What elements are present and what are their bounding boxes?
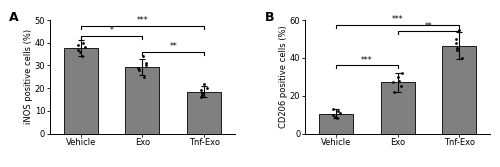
- Point: [333, 117, 341, 120]
- Bar: [319, 114, 353, 134]
- Point: [456, 28, 464, 31]
- Text: **: **: [424, 22, 432, 31]
- Point: [396, 85, 404, 88]
- Point: [134, 69, 142, 71]
- Point: [334, 110, 342, 112]
- Point: [140, 75, 148, 78]
- Text: *: *: [110, 26, 114, 35]
- Point: [452, 38, 460, 40]
- Text: ***: ***: [361, 56, 372, 65]
- Point: [329, 113, 337, 116]
- Point: [74, 48, 82, 51]
- Text: A: A: [10, 11, 19, 24]
- Bar: [187, 92, 221, 134]
- Point: [198, 94, 206, 96]
- Point: [458, 57, 466, 59]
- Point: [198, 96, 205, 99]
- Text: **: **: [170, 42, 177, 51]
- Point: [200, 82, 208, 85]
- Point: [74, 44, 82, 46]
- Point: [78, 55, 86, 58]
- Bar: [64, 48, 98, 134]
- Bar: [380, 82, 414, 134]
- Point: [452, 41, 460, 44]
- Point: [396, 79, 404, 82]
- Point: [398, 72, 406, 74]
- Y-axis label: CD206 positive cells (%): CD206 positive cells (%): [280, 25, 288, 128]
- Text: ***: ***: [136, 16, 148, 25]
- Bar: [126, 67, 160, 134]
- Point: [336, 111, 344, 114]
- Text: ***: ***: [392, 15, 404, 24]
- Point: [76, 50, 84, 53]
- Point: [140, 55, 147, 58]
- Point: [198, 89, 205, 92]
- Point: [80, 46, 88, 49]
- Point: [134, 66, 142, 69]
- Point: [452, 47, 460, 50]
- Point: [203, 87, 211, 90]
- Bar: [442, 46, 476, 134]
- Point: [142, 62, 150, 64]
- Point: [390, 91, 398, 93]
- Point: [198, 91, 205, 94]
- Point: [394, 75, 402, 78]
- Point: [331, 115, 339, 118]
- Point: [454, 49, 462, 52]
- Text: B: B: [264, 11, 274, 24]
- Point: [142, 64, 150, 67]
- Point: [79, 41, 87, 44]
- Point: [329, 108, 337, 110]
- Y-axis label: iNOS positive cells (%): iNOS positive cells (%): [24, 29, 33, 124]
- Point: [390, 81, 398, 84]
